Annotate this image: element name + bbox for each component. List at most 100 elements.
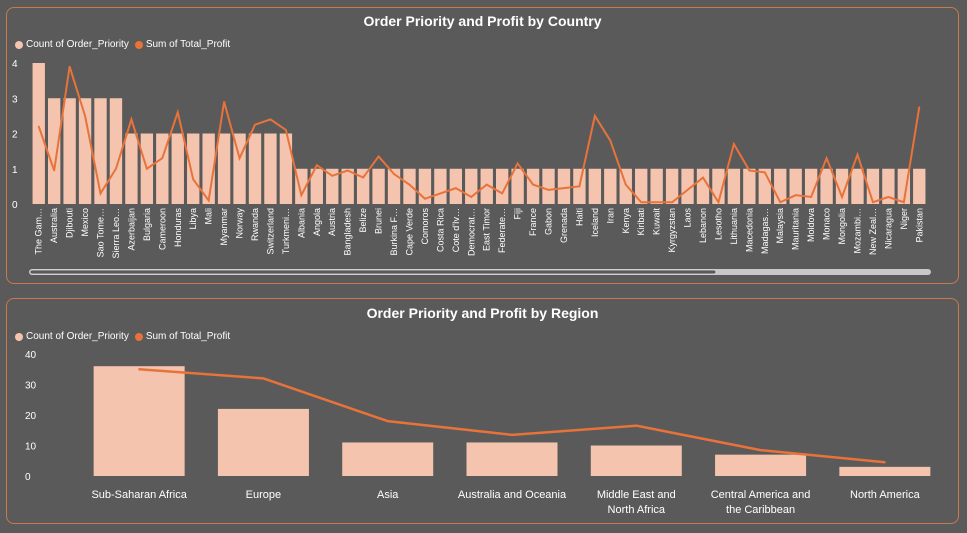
y-tick-label: 2: [12, 130, 18, 141]
x-tick-label: East Timor: [482, 208, 492, 251]
bar: [217, 408, 309, 476]
x-tick-label: Lithuania: [729, 208, 739, 245]
x-tick-label: Burkina F…: [389, 208, 399, 256]
profit-point: [262, 377, 265, 380]
bar: [264, 133, 277, 204]
x-tick-label: Austria: [327, 208, 337, 236]
bar: [851, 168, 864, 204]
profit-point: [794, 194, 797, 196]
bar: [387, 168, 401, 204]
profit-point: [485, 183, 488, 186]
legend-item-profit[interactable]: Sum of Total_Profit: [134, 331, 230, 342]
region-chart[interactable]: 0 10 20 30 40 Sub-Saharan Africa Europe Asia Aus…: [7, 299, 958, 523]
x-tick-label: Costa Rica: [435, 208, 445, 252]
x-tick-label: Mongolia: [837, 208, 847, 245]
bar: [372, 168, 385, 204]
legend-item-count[interactable]: Count of Order_Priority: [15, 39, 129, 50]
bar: [326, 168, 339, 204]
x-tick-label: Iran: [605, 208, 615, 224]
bar: [681, 168, 694, 204]
x-tick-label: Macedonia: [744, 208, 754, 252]
y-tick-label: 0: [12, 200, 18, 211]
region-chart-title: Order Priority and Profit by Region: [366, 305, 599, 321]
bar: [835, 168, 849, 204]
x-tick-label: Laos: [683, 208, 693, 228]
country-chart-title: Order Priority and Profit by Country: [363, 13, 602, 29]
x-tick-label: Lesotho: [713, 208, 723, 240]
x-tick-label: Madagas…: [760, 208, 770, 254]
y-tick-label: 4: [12, 59, 18, 70]
x-tick-label: Malaysia: [775, 208, 785, 244]
profit-point: [386, 420, 389, 423]
legend-dot-profit: [134, 332, 143, 341]
x-tick-label: Lebanon: [698, 208, 708, 243]
y-tick-label: 40: [25, 350, 37, 361]
x-tick-label: Moldova: [806, 208, 816, 242]
bar: [248, 133, 262, 204]
profit-point: [578, 185, 581, 188]
country-chart-panel: Order Priority and Profit by Country Cou…: [6, 7, 959, 284]
x-tick-label: Mauritania: [791, 208, 801, 250]
x-tick-label: Pakistan: [914, 208, 924, 243]
x-tick-label: Europe: [246, 489, 281, 501]
profit-point: [887, 196, 890, 198]
x-tick-label: Libya: [188, 208, 198, 230]
bar: [588, 168, 602, 204]
legend-dot-count: [15, 40, 23, 49]
country-chart[interactable]: 0 1 2 3 4 The Gam… Australia Djibouti Mexico Sao …: [7, 8, 958, 283]
x-tick-label: Kuwait: [652, 208, 662, 236]
profit-point: [393, 173, 395, 175]
profit-point: [53, 169, 55, 172]
profit-point: [779, 201, 782, 204]
x-tick-label: Gabon: [544, 208, 554, 235]
profit-point: [702, 176, 704, 179]
legend-item-count[interactable]: Count of Order_Priority: [15, 331, 129, 342]
profit-point: [810, 196, 812, 198]
profit-point: [138, 368, 141, 371]
bar: [542, 168, 555, 204]
profit-point: [176, 111, 179, 114]
bar: [635, 168, 648, 204]
x-tick-label: Cote d'Iv…: [451, 208, 461, 252]
y-tick-label: 20: [25, 411, 37, 422]
x-tick-label: Brunei: [374, 208, 384, 234]
profit-point: [424, 197, 426, 200]
bar: [789, 168, 802, 204]
x-tick-label: Rwanda: [250, 208, 260, 241]
profit-point: [207, 199, 210, 202]
bar: [403, 168, 416, 204]
profit-point: [161, 157, 164, 159]
bar: [310, 168, 323, 204]
x-tick-label: Niger: [899, 208, 909, 230]
profit-point: [717, 201, 720, 204]
profit-point: [748, 169, 751, 172]
legend-label-profit: Sum of Total_Profit: [145, 39, 231, 50]
profit-point: [439, 192, 442, 195]
profit-point: [37, 125, 40, 128]
profit-point: [872, 201, 874, 204]
bar: [495, 168, 509, 204]
profit-point: [269, 118, 272, 121]
horizontal-scrollbar-thumb[interactable]: [29, 269, 717, 275]
profit-point: [285, 129, 287, 131]
x-tick-label: Australia: [49, 208, 59, 243]
bar: [882, 168, 895, 204]
x-tick-label: Kyrgyzstan: [667, 208, 677, 253]
x-tick-label: Fiji: [513, 208, 523, 220]
x-tick-label: Switzerland: [265, 208, 275, 255]
x-tick-label: Mexico: [80, 208, 90, 237]
y-tick-label: 1: [12, 165, 18, 176]
bar: [712, 168, 725, 204]
bar: [125, 133, 138, 204]
bar: [774, 168, 787, 204]
bar: [590, 445, 682, 476]
profit-point: [655, 201, 658, 204]
y-tick-label: 10: [25, 442, 37, 453]
legend-item-profit[interactable]: Sum of Total_Profit: [134, 39, 231, 50]
profit-point: [130, 118, 133, 121]
legend-label-count: Count of Order_Priority: [26, 331, 129, 342]
profit-point: [192, 178, 195, 181]
bar: [480, 168, 493, 204]
profit-point: [346, 169, 349, 172]
bar: [342, 442, 434, 476]
